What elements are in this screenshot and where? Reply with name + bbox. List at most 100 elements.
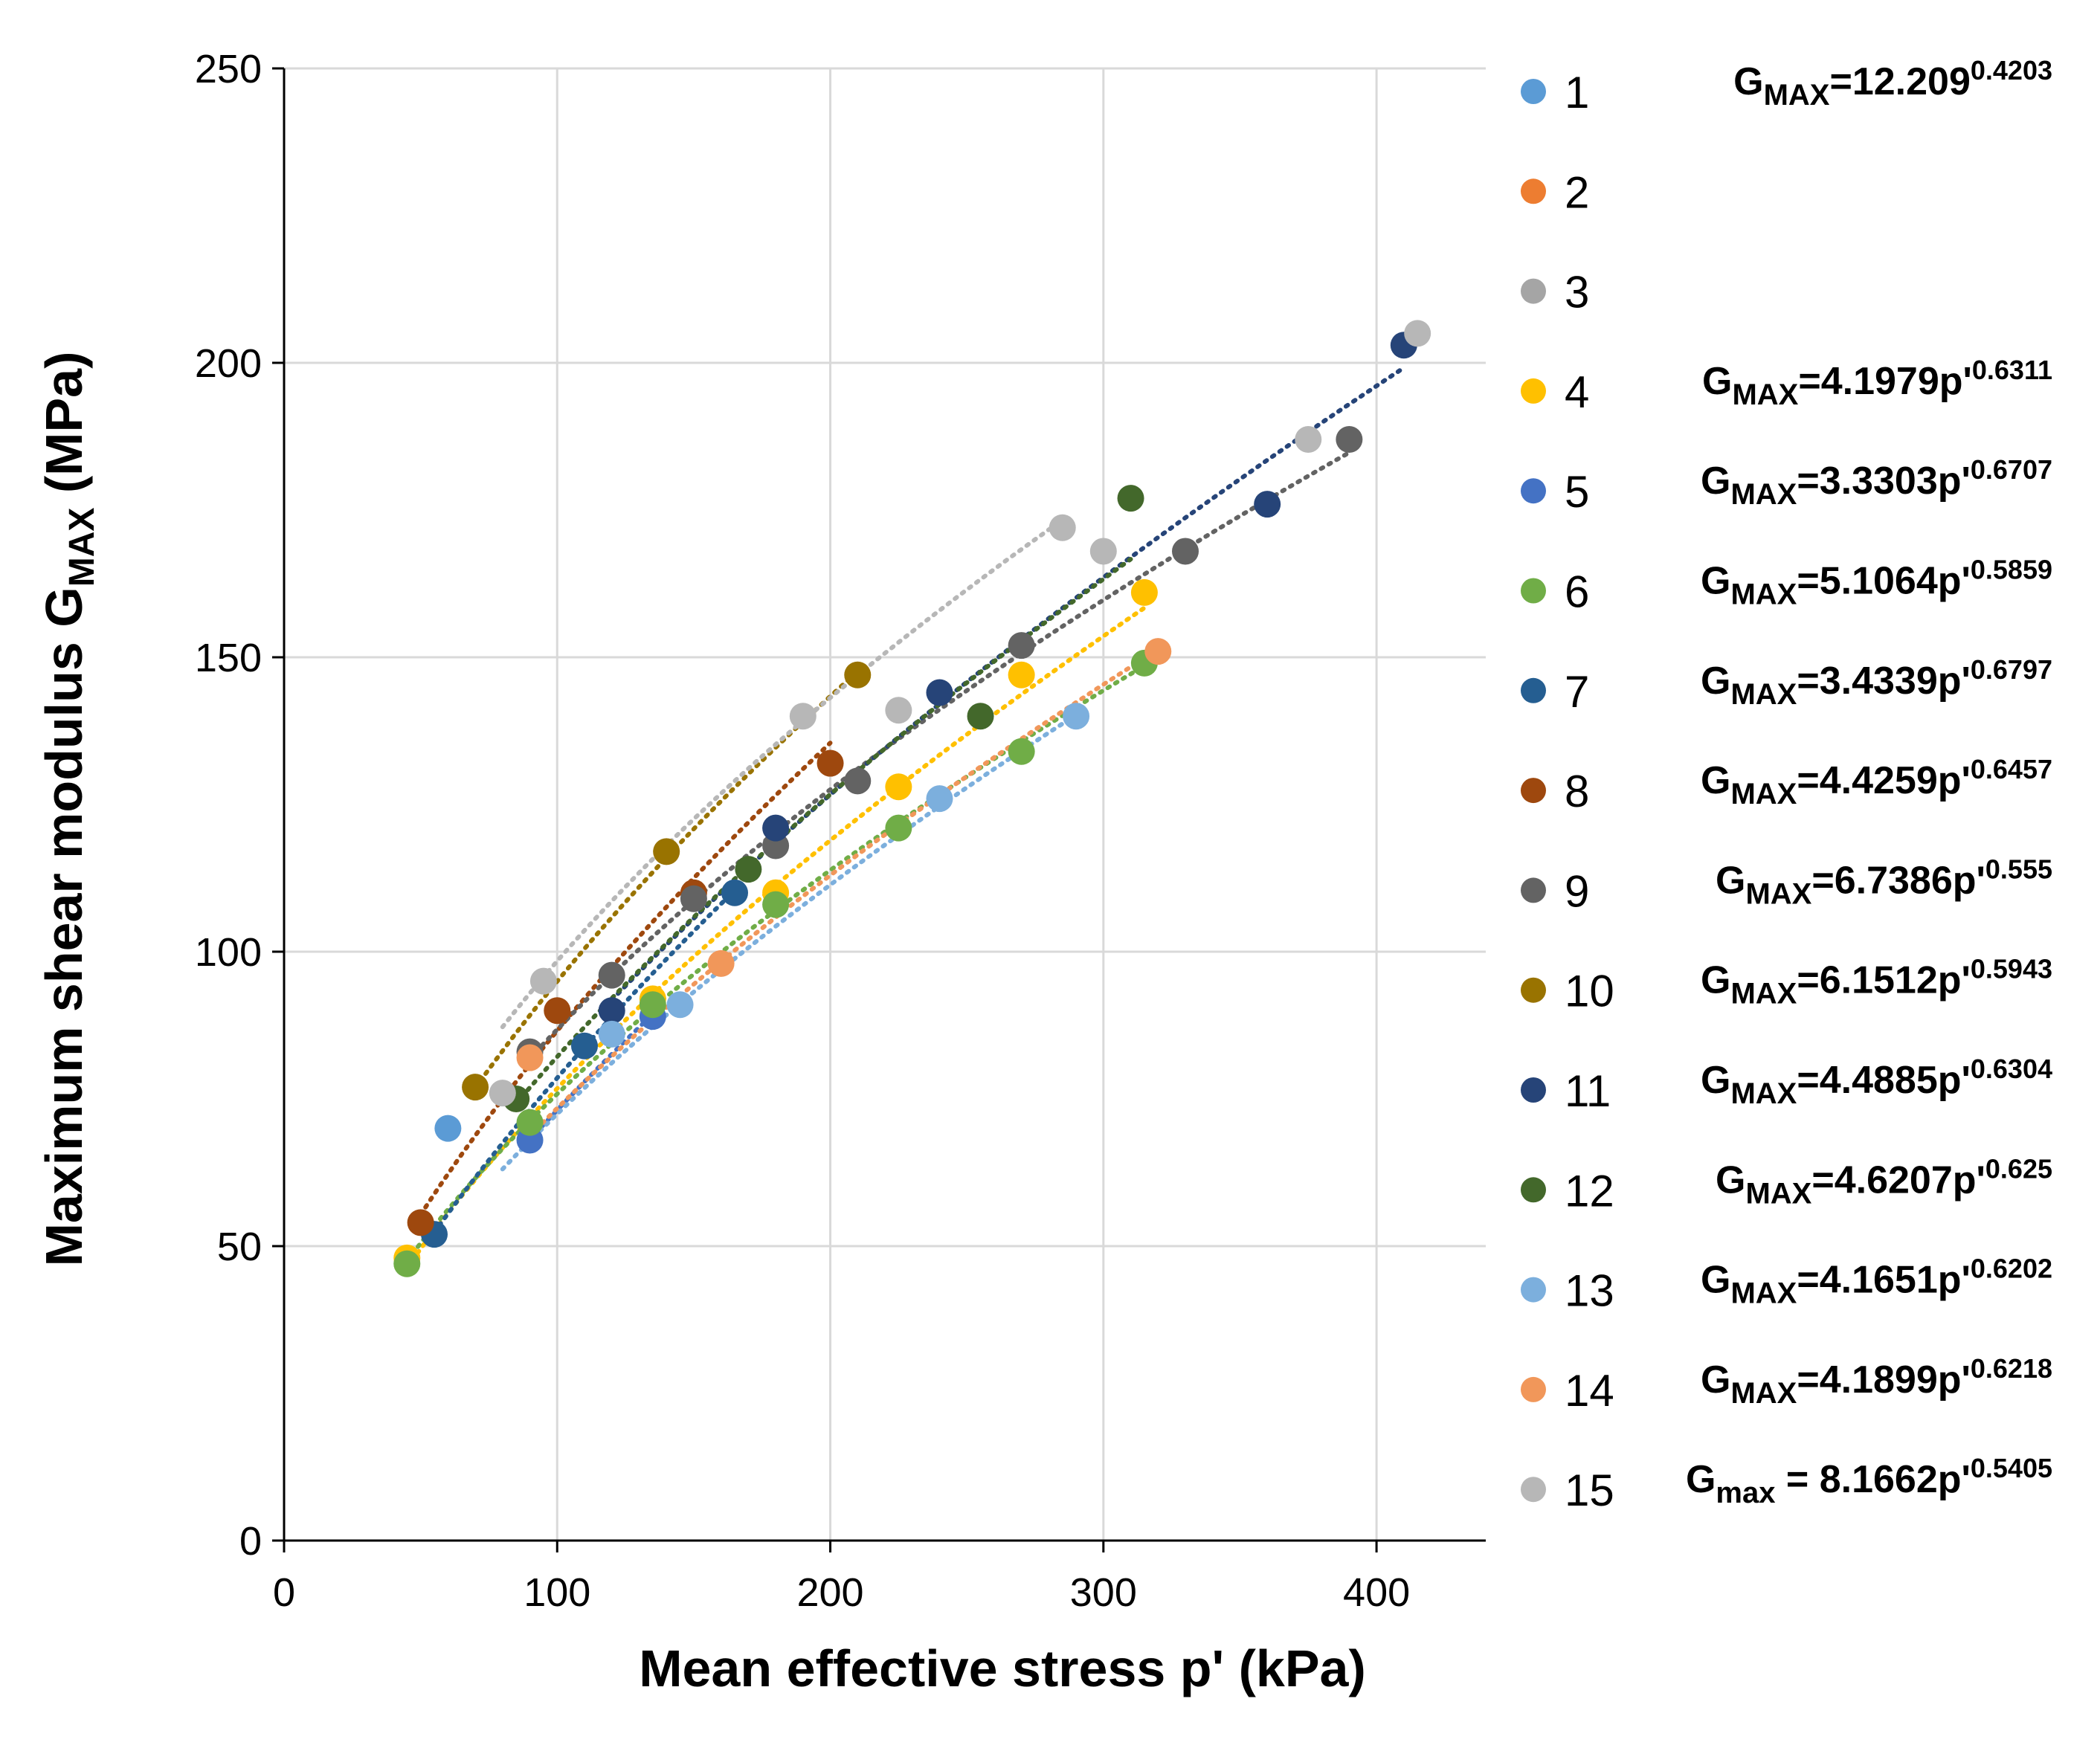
y-tick-label: 100 — [195, 930, 262, 975]
legend-marker — [1521, 178, 1546, 204]
legend-equation: GMAX=12.2090.4203 — [1733, 55, 2052, 112]
trendline-series-13 — [500, 712, 1079, 1172]
data-point-series-10 — [844, 661, 872, 688]
legend-marker — [1521, 1077, 1546, 1103]
data-point-series-14 — [516, 1044, 544, 1071]
y-tick-label: 0 — [239, 1519, 262, 1564]
legend-label: 2 — [1565, 167, 1589, 217]
legend-marker — [1521, 677, 1546, 703]
data-point-series-9 — [680, 885, 707, 912]
data-point-series-6 — [885, 814, 912, 842]
legend-marker — [1521, 977, 1546, 1003]
trendline-series-7 — [432, 888, 737, 1235]
trendline-series-15 — [500, 517, 1065, 1030]
trendline-series-5 — [527, 1012, 655, 1142]
trendline-series-4 — [405, 605, 1147, 1270]
legend-equation: GMAX=6.7386p'0.555 — [1716, 854, 2052, 910]
data-point-series-15 — [1049, 514, 1076, 541]
y-axis-title: Maximum shear modulus GMAX (MPa) — [35, 352, 102, 1267]
trendline-series-14 — [527, 647, 1161, 1138]
legend-item-8: 8 GMAX=4.4259p'0.6457 — [1521, 754, 2052, 816]
x-tick-label: 100 — [524, 1570, 590, 1615]
data-point-series-11 — [762, 814, 790, 842]
data-point-series-12 — [1117, 485, 1144, 512]
data-point-series-7 — [721, 879, 748, 906]
legend-equation: GMAX=6.1512p'0.5943 — [1701, 954, 2052, 1010]
legend-marker — [1521, 1177, 1546, 1203]
legend-item-2: 2 — [1521, 167, 1589, 217]
legend-marker — [1521, 877, 1546, 903]
y-tick-label: 250 — [195, 47, 262, 91]
x-tick-label: 0 — [273, 1570, 295, 1615]
legend: 1 GMAX=12.2090.4203 2 3 4 GMAX=4.1979p'0.6311… — [1521, 55, 2052, 1515]
x-tick-label: 200 — [796, 1570, 863, 1615]
legend-label: 15 — [1565, 1465, 1614, 1515]
legend-marker — [1521, 79, 1546, 104]
data-point-series-12 — [735, 856, 762, 883]
data-point-series-6 — [516, 1109, 544, 1136]
data-point-series-4 — [1130, 578, 1158, 606]
legend-equation: GMAX=4.4259p'0.6457 — [1701, 754, 2052, 810]
data-point-series-14 — [1144, 638, 1172, 665]
legend-item-9: 9 GMAX=6.7386p'0.555 — [1521, 854, 2052, 916]
legend-item-4: 4 GMAX=4.1979p'0.6311 — [1521, 355, 2052, 417]
data-point-series-6 — [762, 891, 790, 918]
legend-label: 7 — [1565, 667, 1589, 717]
data-point-series-15 — [1089, 538, 1117, 565]
legend-label: 8 — [1565, 767, 1589, 816]
data-point-series-15 — [1404, 320, 1431, 347]
legend-marker — [1521, 478, 1546, 504]
data-point-series-6 — [393, 1250, 421, 1277]
legend-label: 10 — [1565, 967, 1614, 1016]
x-tick-label: 400 — [1343, 1570, 1410, 1615]
data-point-series-9 — [1008, 632, 1035, 659]
data-point-series-6 — [1008, 738, 1035, 765]
legend-item-13: 13 GMAX=4.1651p'0.6202 — [1521, 1254, 2052, 1316]
legend-item-10: 10 GMAX=6.1512p'0.5943 — [1521, 954, 2052, 1016]
legend-equation: GMAX=4.6207p'0.625 — [1716, 1153, 2052, 1210]
legend-equation: GMAX=4.1651p'0.6202 — [1701, 1254, 2052, 1310]
legend-label: 12 — [1565, 1166, 1614, 1216]
grid-lines — [284, 67, 1486, 1541]
data-point-series-11 — [1254, 491, 1281, 518]
legend-item-6: 6 GMAX=5.1064p'0.5859 — [1521, 555, 2052, 617]
legend-label: 5 — [1565, 467, 1589, 517]
legend-item-5: 5 GMAX=3.3303p'0.6707 — [1521, 454, 2052, 517]
data-point-series-7 — [571, 1032, 598, 1060]
data-point-series-15 — [789, 703, 817, 730]
legend-marker — [1521, 778, 1546, 804]
data-point-series-12 — [967, 703, 994, 730]
data-point-series-8 — [544, 997, 571, 1025]
legend-label: 1 — [1565, 68, 1589, 117]
trendline-series-8 — [418, 741, 833, 1217]
data-point-series-6 — [639, 991, 666, 1019]
legend-equation: GMAX=4.1899p'0.6218 — [1701, 1353, 2052, 1410]
data-point-series-15 — [529, 967, 557, 995]
legend-label: 3 — [1565, 268, 1589, 317]
trendline-series-10 — [473, 669, 860, 1091]
data-points — [393, 320, 1431, 1277]
data-point-series-9 — [1336, 425, 1363, 453]
legend-equation: GMAX=4.4885p'0.6304 — [1701, 1054, 2052, 1110]
legend-item-12: 12 GMAX=4.6207p'0.625 — [1521, 1153, 2052, 1216]
legend-marker — [1521, 1477, 1546, 1503]
axes — [283, 68, 1486, 1542]
legend-marker — [1521, 378, 1546, 404]
data-point-series-15 — [1295, 425, 1322, 453]
data-point-series-10 — [653, 838, 680, 865]
legend-equation: GMAX=3.4339p'0.6797 — [1701, 654, 2052, 711]
trendline-series-9 — [527, 450, 1352, 1061]
data-point-series-9 — [1172, 538, 1199, 565]
data-point-series-13 — [666, 991, 694, 1019]
legend-label: 4 — [1565, 367, 1589, 417]
data-point-series-4 — [1008, 661, 1035, 688]
data-point-series-9 — [598, 961, 625, 989]
data-point-series-11 — [598, 997, 625, 1025]
data-point-series-11 — [926, 679, 953, 706]
legend-item-7: 7 GMAX=3.4339p'0.6797 — [1521, 654, 2052, 717]
data-point-series-13 — [1063, 703, 1090, 730]
data-point-series-8 — [817, 749, 844, 777]
y-tick-label: 150 — [195, 636, 262, 680]
y-tick-label: 50 — [217, 1225, 262, 1269]
data-point-series-15 — [885, 697, 912, 724]
